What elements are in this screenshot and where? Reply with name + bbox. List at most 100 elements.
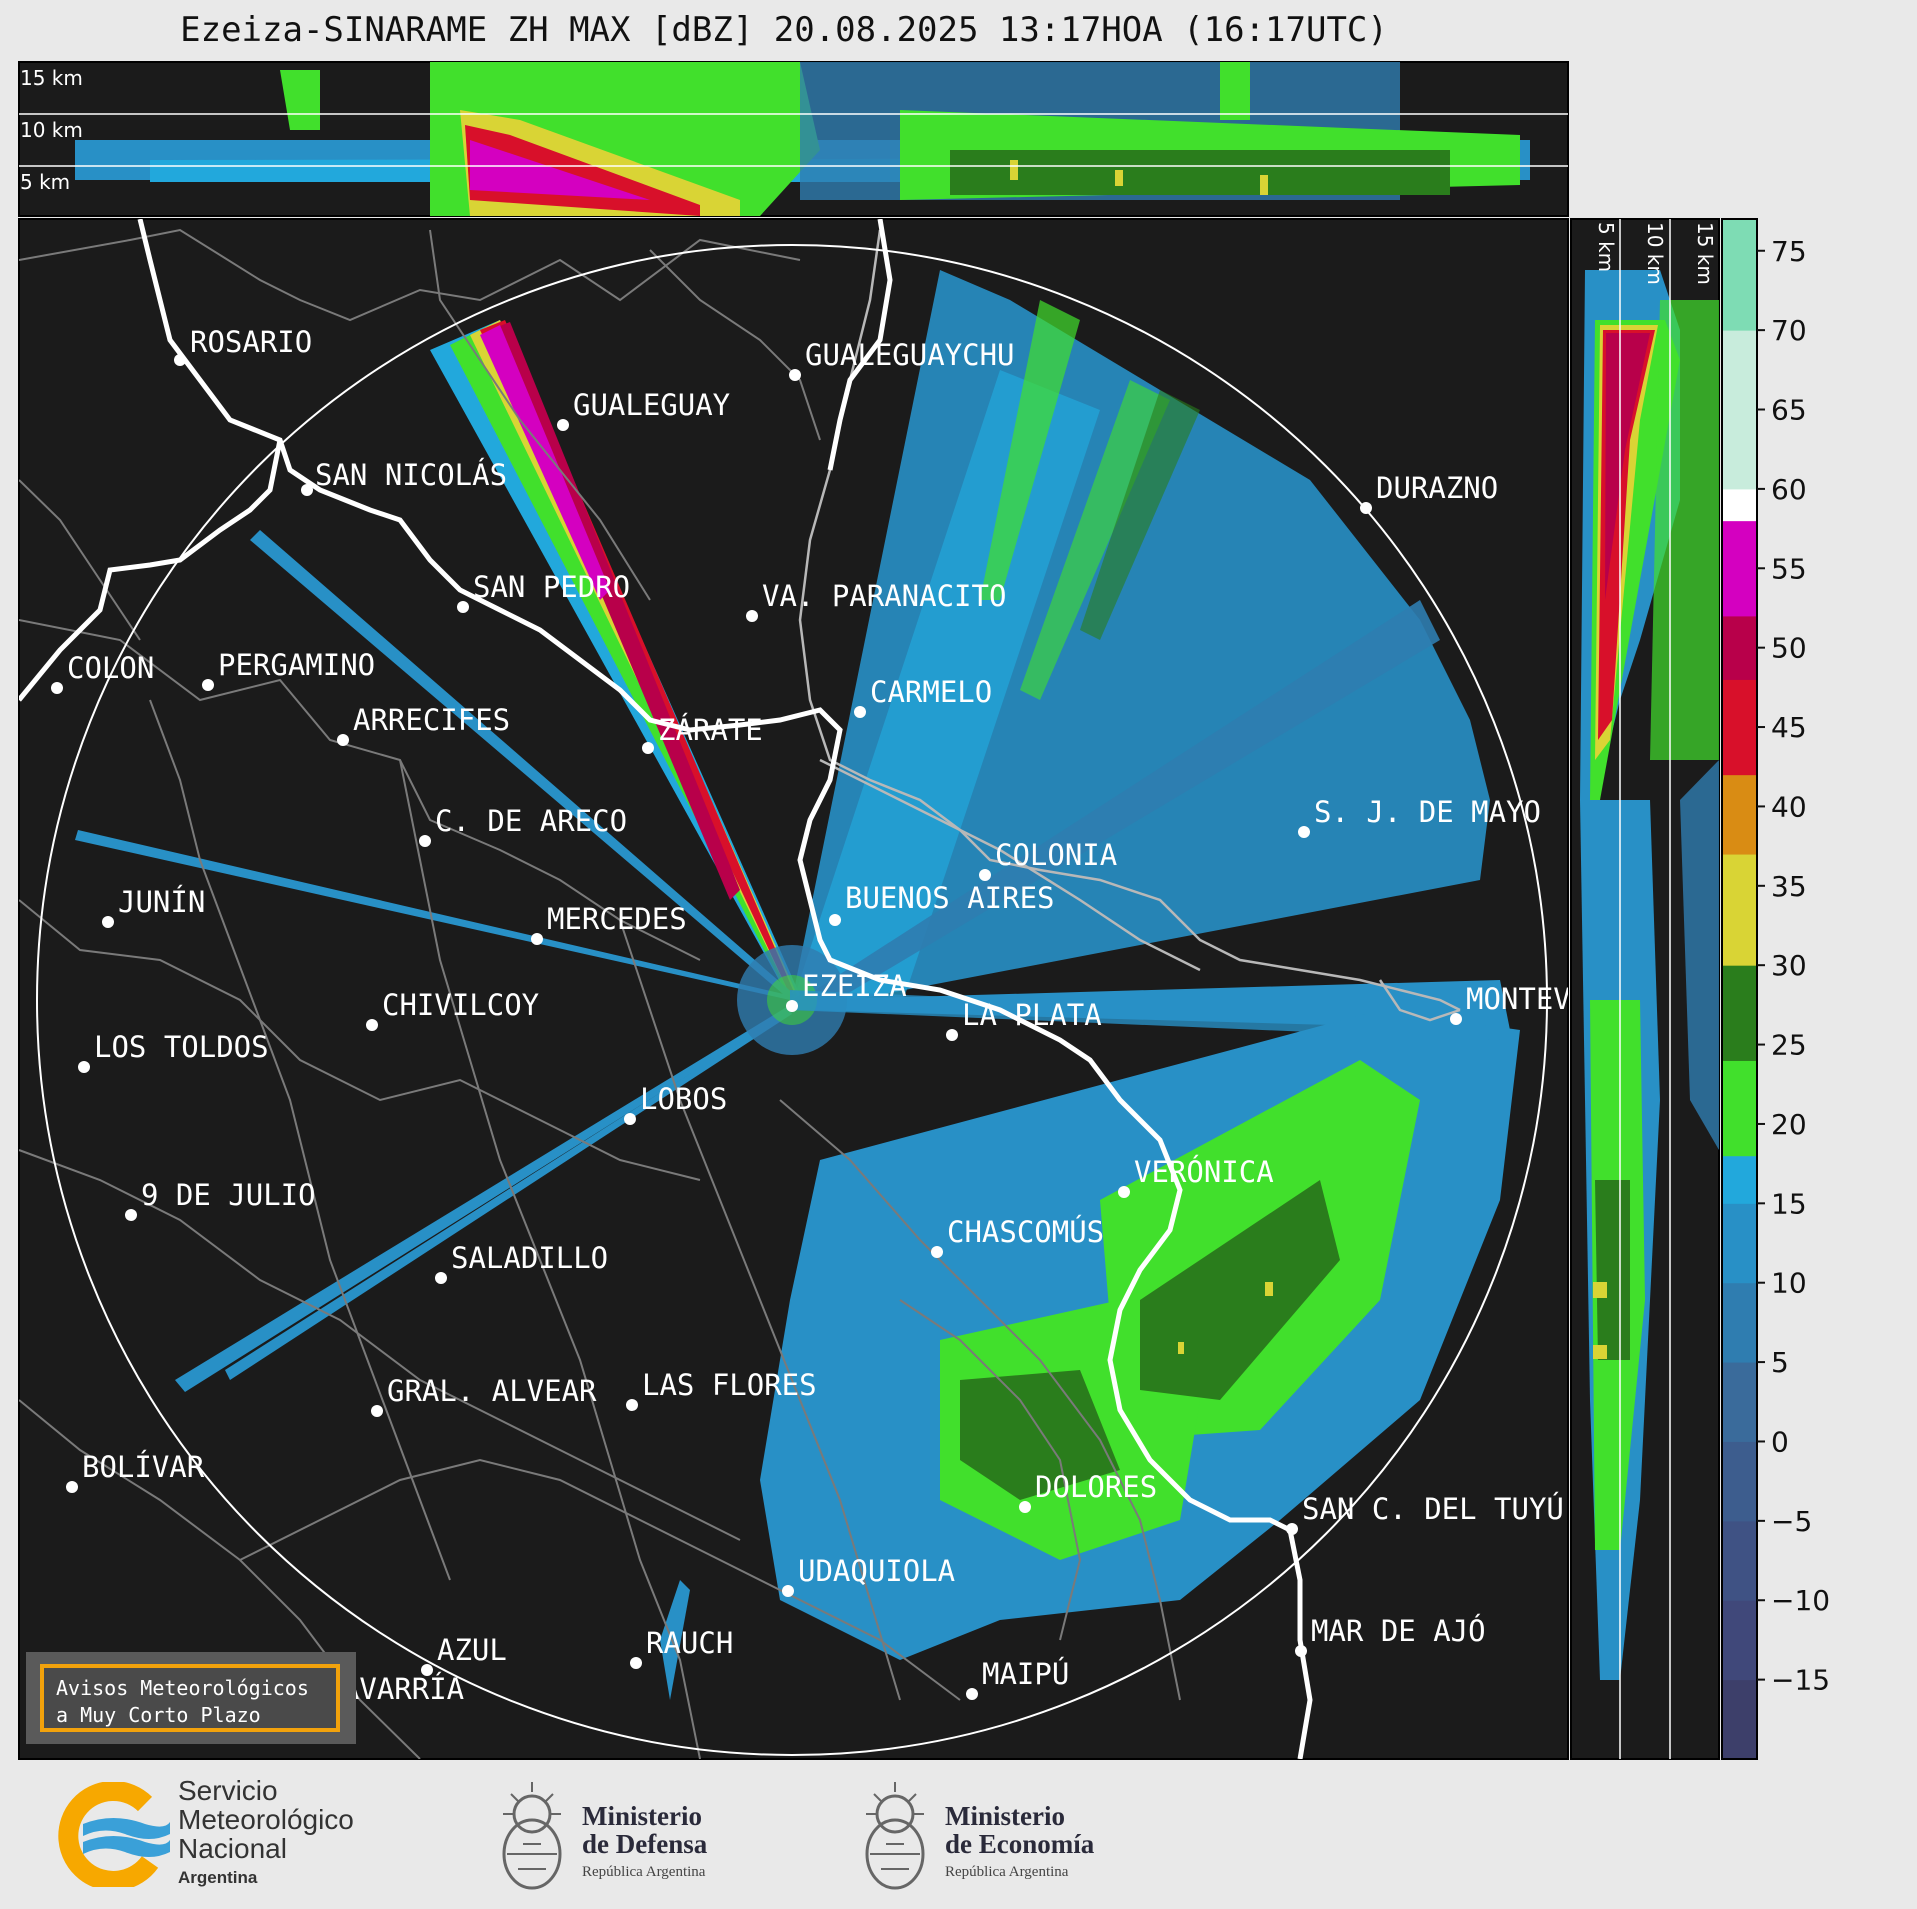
city-label: JUNÍN <box>118 885 205 919</box>
smn-line2: Meteorológico <box>178 1804 354 1835</box>
city-label: GUALEGUAYCHU <box>805 338 1015 372</box>
top-height-label-15: 15 km <box>20 66 83 90</box>
city-label: 9 DE JULIO <box>141 1178 316 1212</box>
city-label: CHASCOMÚS <box>947 1215 1104 1249</box>
city-marker <box>102 916 114 928</box>
footer-logos: Servicio Meteorológico Nacional Argentin… <box>0 1760 1917 1909</box>
colorbar-band <box>1722 520 1757 617</box>
city-label: SALADILLO <box>451 1241 608 1275</box>
colorbar-tick-label: 20 <box>1771 1108 1807 1141</box>
economia-logo-text: Ministerio de Economía República Argenti… <box>945 1802 1094 1886</box>
colorbar <box>1722 219 1757 1760</box>
city-label: MAIPÚ <box>982 1657 1069 1691</box>
city-marker <box>366 1019 378 1031</box>
city-marker <box>642 742 654 754</box>
colorbar-tick-label: 35 <box>1771 870 1807 903</box>
top-height-label-10: 10 km <box>20 118 83 142</box>
city-label: LA PLATA <box>962 998 1102 1032</box>
city-label: ARRECIFES <box>353 703 510 737</box>
side-height-label-10: 10 km <box>1643 222 1667 285</box>
colorbar-tick-label: 50 <box>1771 632 1807 665</box>
city-label: EZEIZA <box>802 969 907 1003</box>
colorbar-tick-label: 10 <box>1771 1267 1807 1300</box>
city-marker <box>782 1585 794 1597</box>
colorbar-band <box>1722 854 1757 966</box>
city-label: BUENOS AIRES <box>845 881 1055 915</box>
colorbar-frame <box>1721 218 1758 1760</box>
colorbar-tick-label: 65 <box>1771 394 1807 427</box>
colorbar-tick-label: −10 <box>1771 1584 1830 1617</box>
city-marker <box>371 1405 383 1417</box>
colorbar-tick-label: 25 <box>1771 1029 1807 1062</box>
city-label: LAS FLORES <box>642 1368 817 1402</box>
colorbar-tick-label: −5 <box>1771 1505 1812 1538</box>
city-marker <box>630 1657 642 1669</box>
city-marker <box>557 419 569 431</box>
city-label: MONTEV <box>1466 982 1571 1016</box>
defensa-logo-text: Ministerio de Defensa República Argentin… <box>582 1802 707 1886</box>
district-borders <box>19 228 1181 1759</box>
side-height-label-5: 5 km <box>1594 222 1618 272</box>
avisos-line1: Avisos Meteorológicos <box>56 1676 309 1700</box>
city-label: SAN C. DEL TUYÚ <box>1302 1492 1564 1526</box>
city-marker <box>1286 1523 1298 1535</box>
city-marker <box>1450 1013 1462 1025</box>
city-label: LOBOS <box>640 1082 727 1116</box>
city-label: UDAQUIOLA <box>798 1554 955 1588</box>
colorbar-band <box>1722 219 1757 331</box>
colorbar-tick-label: 0 <box>1771 1425 1789 1458</box>
colorbar-tick-label: 75 <box>1771 235 1807 268</box>
city-marker <box>1118 1186 1130 1198</box>
smn-logo-text: Servicio Meteorológico Nacional Argentin… <box>178 1776 354 1892</box>
city-label: AZUL <box>437 1633 507 1667</box>
city-marker <box>66 1481 78 1493</box>
city-marker <box>626 1399 638 1411</box>
city-label: LOS TOLDOS <box>94 1030 269 1064</box>
avisos-box[interactable]: Avisos Meteorológicos a Muy Corto Plazo <box>40 1664 340 1732</box>
colorbar-band <box>1722 488 1757 522</box>
city-label: CHIVILCOY <box>382 988 539 1022</box>
city-marker <box>946 1029 958 1041</box>
colorbar-band <box>1722 1060 1757 1157</box>
radar-echoes <box>75 270 1520 1700</box>
city-label: SAN PEDRO <box>473 570 630 604</box>
top-height-label-5: 5 km <box>20 170 70 194</box>
city-label: VERÓNICA <box>1134 1155 1274 1189</box>
city-marker <box>789 369 801 381</box>
economia-line2: de Economía <box>945 1829 1095 1859</box>
city-label: COLON <box>67 651 154 685</box>
city-marker <box>531 933 543 945</box>
economia-line3: República Argentina <box>945 1864 1069 1880</box>
city-marker <box>829 914 841 926</box>
economia-line1: Ministerio <box>945 1801 1065 1831</box>
smn-line1: Servicio <box>178 1775 278 1806</box>
city-label: PERGAMINO <box>218 648 375 682</box>
coastline-river <box>19 219 1313 1759</box>
smn-logo-icon <box>58 1782 170 1887</box>
city-label: ZÁRATE <box>658 713 763 747</box>
city-label: GUALEGUAY <box>573 388 730 422</box>
colorbar-band <box>1722 1282 1757 1363</box>
coat-of-arms-icon <box>865 1782 925 1890</box>
defensa-line3: República Argentina <box>582 1864 706 1880</box>
city-label: S. J. DE MAYO <box>1314 795 1541 829</box>
city-marker <box>979 869 991 881</box>
city-marker <box>174 354 186 366</box>
city-marker <box>786 1000 798 1012</box>
city-marker <box>624 1113 636 1125</box>
city-marker <box>78 1061 90 1073</box>
colorbar-tick-label: 30 <box>1771 949 1807 982</box>
chart-title: Ezeiza-SINARAME ZH MAX [dBZ] 20.08.2025 … <box>180 10 1388 50</box>
colorbar-band <box>1722 1600 1757 1681</box>
city-label: RAUCH <box>646 1626 733 1660</box>
colorbar-band <box>1722 965 1757 1061</box>
city-label: SAN NICOLÁS <box>315 458 507 492</box>
city-label: DURAZNO <box>1376 471 1498 505</box>
city-marker <box>1019 1501 1031 1513</box>
city-marker <box>301 484 313 496</box>
city-marker <box>931 1246 943 1258</box>
city-marker <box>337 734 349 746</box>
coat-of-arms-icon <box>502 1782 562 1890</box>
colorbar-band <box>1722 1679 1757 1760</box>
